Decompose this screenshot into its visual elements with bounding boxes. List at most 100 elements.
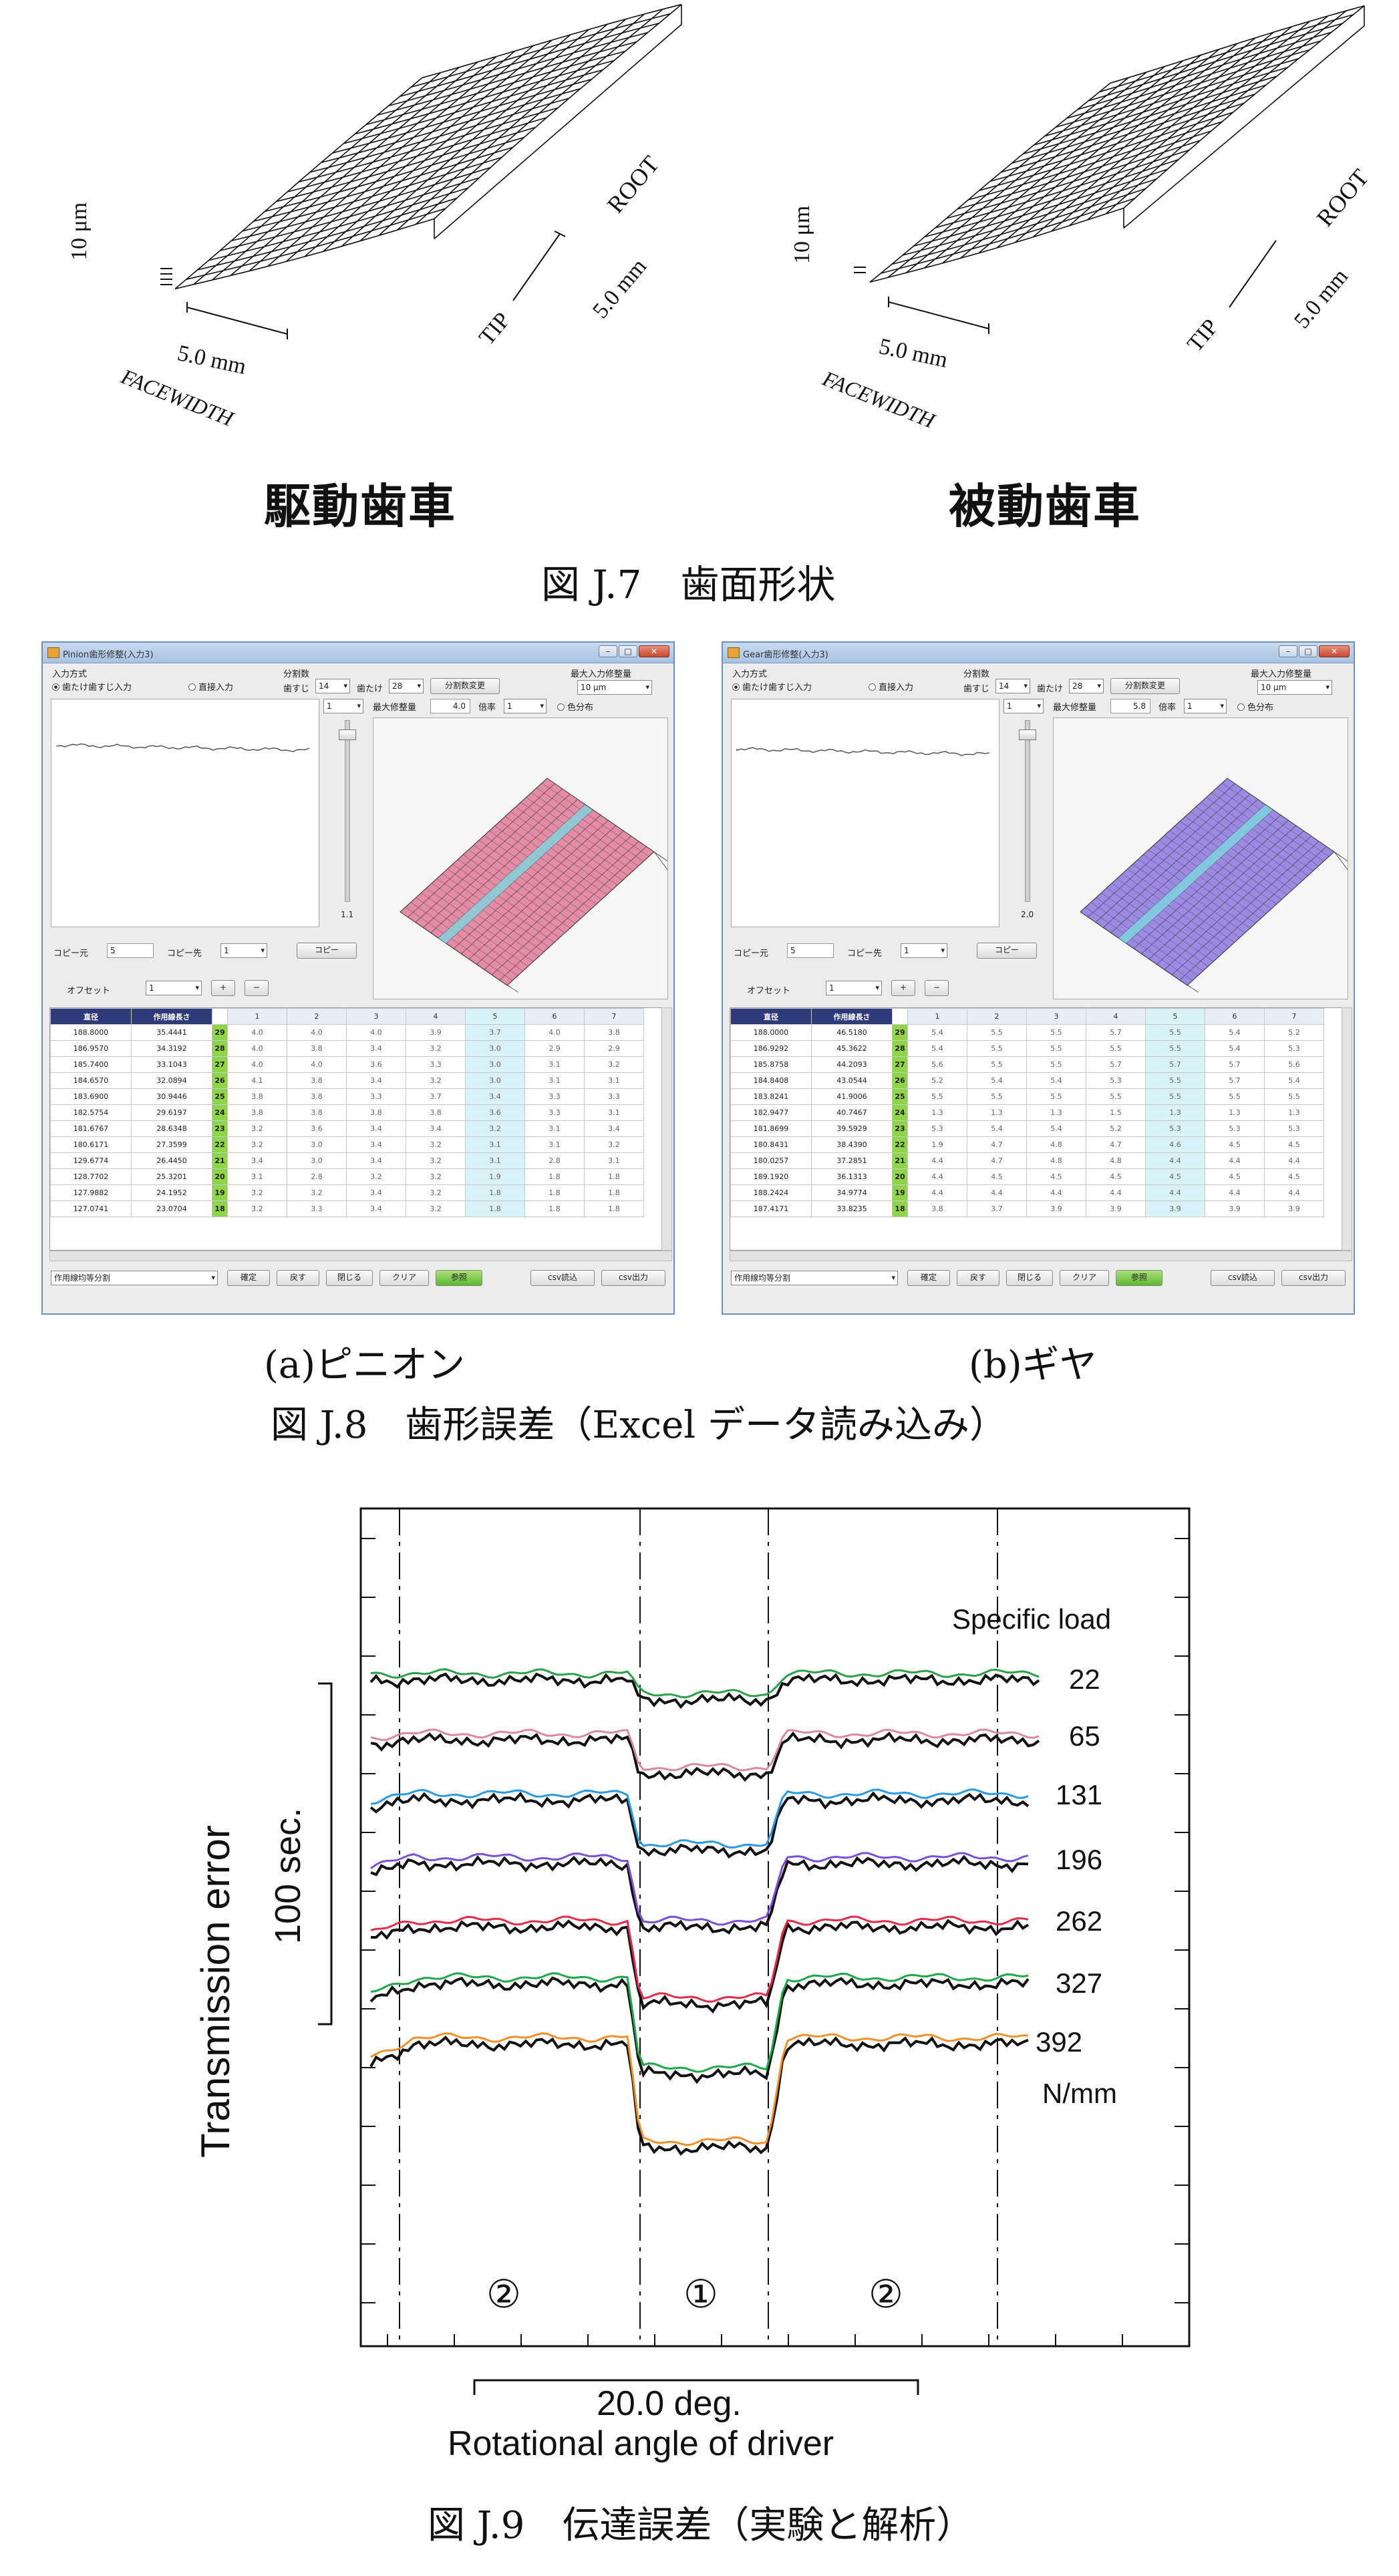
cell-value[interactable]: 5.4 — [907, 1040, 967, 1057]
cell-value[interactable]: 3.6 — [287, 1120, 347, 1137]
cell-value[interactable]: 3.8 — [287, 1072, 347, 1089]
cell-value[interactable]: 4.8 — [1086, 1152, 1146, 1169]
cell-value[interactable]: 5.2 — [1086, 1120, 1146, 1137]
cell-value[interactable]: 3.2 — [406, 1168, 466, 1185]
reference-button[interactable]: 参照 — [436, 1270, 482, 1286]
cell-value[interactable]: 5.5 — [967, 1024, 1027, 1041]
cell-value[interactable]: 5.3 — [907, 1120, 967, 1137]
cell-value[interactable]: 3.0 — [287, 1136, 347, 1153]
cell-value[interactable]: 1.3 — [1145, 1104, 1205, 1121]
cell-value[interactable]: 4.5 — [967, 1168, 1027, 1185]
copy-button[interactable]: コピー — [977, 943, 1037, 959]
cell-value[interactable]: 3.2 — [227, 1184, 287, 1201]
table-row[interactable]: 184.6570 32.0894 26 4.1 3.8 3.4 3.2 3.0 3.1 3.1 — [50, 1072, 644, 1089]
cell-value[interactable]: 5.5 — [1145, 1024, 1205, 1041]
cell-value[interactable]: 5.5 — [1026, 1088, 1086, 1105]
division-mode-select[interactable]: 作用線均等分割 — [731, 1271, 898, 1285]
cell-value[interactable]: 4.0 — [227, 1056, 287, 1073]
cell-value[interactable]: 4.4 — [1264, 1184, 1324, 1201]
window-titlebar[interactable]: Gear歯形修整(入力3) – □ ✕ — [723, 643, 1354, 663]
maximize-button[interactable]: □ — [1299, 645, 1317, 657]
copy-button[interactable]: コピー — [297, 943, 357, 959]
table-row[interactable]: 187.4171 33.8235 18 3.8 3.7 3.9 3.9 3.9 3.9 3.9 — [730, 1200, 1324, 1217]
plus-button[interactable]: + — [211, 980, 235, 996]
cell-value[interactable]: 1.3 — [1264, 1104, 1324, 1121]
table-row[interactable]: 186.9292 45.3622 28 5.4 5.5 5.5 5.5 5.5 5.4 5.3 — [730, 1040, 1324, 1057]
cell-value[interactable]: 3.2 — [406, 1152, 466, 1169]
csv-import-button[interactable]: csv読込 — [530, 1270, 595, 1286]
cell-value[interactable]: 3.9 — [1264, 1200, 1324, 1217]
cell-value[interactable]: 5.4 — [1205, 1040, 1265, 1057]
cell-value[interactable]: 1.3 — [967, 1104, 1027, 1121]
horizontal-scrollbar[interactable] — [49, 1251, 672, 1261]
slider-thumb[interactable] — [339, 730, 356, 740]
csv-export-button[interactable]: csv出力 — [1281, 1270, 1346, 1286]
cell-value[interactable]: 4.4 — [1086, 1184, 1146, 1201]
close-button[interactable]: ✕ — [1319, 645, 1350, 657]
surface-3d-view[interactable] — [1053, 717, 1354, 999]
cell-value[interactable]: 5.3 — [1086, 1072, 1146, 1089]
cell-value[interactable]: 3.8 — [227, 1104, 287, 1121]
header-col[interactable]: 5 — [465, 1008, 525, 1025]
cell-value[interactable]: 1.5 — [1086, 1104, 1146, 1121]
cell-value[interactable]: 3.2 — [406, 1200, 466, 1217]
cell-value[interactable]: 4.4 — [1205, 1152, 1265, 1169]
max-input-select[interactable]: 10 μm — [1257, 680, 1332, 695]
cell-value[interactable]: 3.0 — [465, 1072, 525, 1089]
cell-value[interactable]: 5.4 — [907, 1024, 967, 1041]
csv-export-button[interactable]: csv出力 — [601, 1270, 665, 1286]
cell-value[interactable]: 5.2 — [907, 1072, 967, 1089]
change-division-button[interactable]: 分割数変更 — [430, 678, 500, 694]
cell-value[interactable]: 4.5 — [1086, 1168, 1146, 1185]
curve-select[interactable]: 1 — [1003, 699, 1044, 713]
cell-value[interactable]: 5.5 — [1264, 1088, 1324, 1105]
close-window-button[interactable]: 閉じる — [326, 1270, 373, 1286]
confirm-button[interactable]: 確定 — [227, 1270, 270, 1286]
offset-select[interactable]: 1 — [146, 981, 202, 995]
div-height-select[interactable]: 28 — [389, 679, 424, 693]
modification-data-grid[interactable]: 直径 作用線長さ 1 2 3 4 5 6 7 188.0000 46.5180 29 5.4 5.5 5.5… — [730, 1007, 1343, 1251]
cell-value[interactable]: 5.3 — [1264, 1040, 1324, 1057]
cell-value[interactable]: 3.1 — [227, 1168, 287, 1185]
cell-value[interactable]: 3.7 — [406, 1088, 466, 1105]
cell-value[interactable]: 3.4 — [465, 1088, 525, 1105]
cell-value[interactable]: 4.4 — [967, 1184, 1027, 1201]
cell-value[interactable]: 4.1 — [227, 1072, 287, 1089]
modification-data-grid[interactable]: 直径 作用線長さ 1 2 3 4 5 6 7 188.8000 35.4441 29 4.0 4.0 4.0… — [49, 1007, 663, 1251]
radio-height-lead-input[interactable]: 歯たけ歯すじ入力 — [52, 680, 132, 693]
cell-value[interactable]: 3.1 — [584, 1152, 644, 1169]
cell-value[interactable]: 3.2 — [465, 1120, 525, 1137]
cell-value[interactable]: 3.4 — [346, 1184, 406, 1201]
div-height-select[interactable]: 28 — [1069, 679, 1104, 693]
table-row[interactable]: 183.8241 41.9006 25 5.5 5.5 5.5 5.5 5.5 5.5 5.5 — [730, 1088, 1324, 1105]
cell-value[interactable]: 5.3 — [1205, 1120, 1265, 1137]
cell-value[interactable]: 3.1 — [524, 1120, 585, 1137]
color-distribution-radio[interactable]: 色分布 — [557, 700, 593, 713]
cell-value[interactable]: 3.8 — [227, 1088, 287, 1105]
color-distribution-radio[interactable]: 色分布 — [1237, 700, 1273, 713]
div-lead-select[interactable]: 14 — [315, 679, 350, 693]
cell-value[interactable]: 1.9 — [465, 1168, 525, 1185]
reference-button[interactable]: 参照 — [1116, 1270, 1162, 1286]
div-lead-select[interactable]: 14 — [995, 679, 1030, 693]
cell-value[interactable]: 4.5 — [1264, 1168, 1324, 1185]
cell-value[interactable]: 3.8 — [287, 1104, 347, 1121]
cell-value[interactable]: 4.0 — [524, 1024, 585, 1041]
cell-value[interactable]: 4.4 — [1264, 1152, 1324, 1169]
cell-value[interactable]: 1.8 — [465, 1184, 525, 1201]
cell-value[interactable]: 5.5 — [967, 1056, 1027, 1073]
cell-value[interactable]: 4.0 — [287, 1056, 347, 1073]
header-col[interactable]: 1 — [227, 1008, 287, 1025]
cell-value[interactable]: 3.7 — [465, 1024, 525, 1041]
plus-button[interactable]: + — [891, 980, 915, 996]
minus-button[interactable]: − — [245, 980, 269, 996]
cell-value[interactable]: 4.8 — [1026, 1136, 1086, 1153]
cell-value[interactable]: 4.4 — [907, 1152, 967, 1169]
horizontal-scrollbar[interactable] — [730, 1251, 1352, 1261]
radio-direct-input[interactable]: 直接入力 — [869, 680, 913, 693]
cell-value[interactable]: 3.9 — [1145, 1200, 1205, 1217]
back-button[interactable]: 戻す — [957, 1270, 999, 1286]
cell-value[interactable]: 3.8 — [406, 1104, 466, 1121]
cell-value[interactable]: 5.5 — [1145, 1072, 1205, 1089]
table-row[interactable]: 185.8758 44.2093 27 5.6 5.5 5.5 5.7 5.7 5.7 5.6 — [730, 1056, 1324, 1073]
